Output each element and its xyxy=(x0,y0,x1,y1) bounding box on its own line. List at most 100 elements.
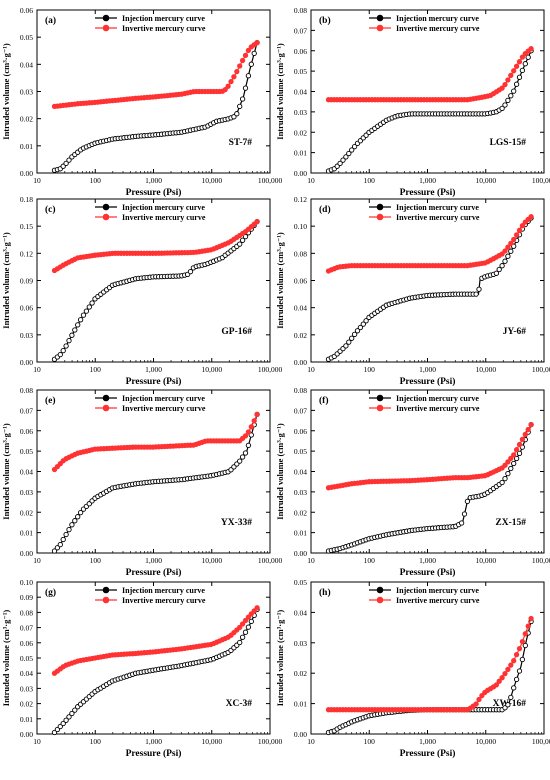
legend-marker xyxy=(376,586,384,594)
invertive-point xyxy=(511,452,517,458)
y-axis-label: Intruded volume (cm³·g⁻¹) xyxy=(275,232,285,329)
series-line xyxy=(328,618,532,711)
x-tick-label: 10,000 xyxy=(201,737,222,746)
injection-point xyxy=(239,454,246,460)
y-tick-label: 0.04 xyxy=(294,88,307,97)
x-tick-label: 10,000 xyxy=(201,176,222,185)
invertive-point xyxy=(516,227,523,233)
invertive-point xyxy=(525,623,531,629)
injection-point xyxy=(349,147,355,153)
y-tick-label: 0.09 xyxy=(20,593,33,602)
invertive-point xyxy=(505,77,511,83)
legend-marker xyxy=(102,596,110,604)
y-tick-label: 0.05 xyxy=(20,33,33,42)
x-tick-label: 100,000 xyxy=(532,556,550,565)
injection-point xyxy=(511,685,517,691)
series-line xyxy=(328,216,532,272)
y-tick-label: 0.03 xyxy=(20,331,33,340)
x-axis-label: Pressure (Psi) xyxy=(400,567,456,578)
x-tick-label: 100 xyxy=(90,365,102,374)
invertive-point xyxy=(242,52,249,59)
invertive-point xyxy=(519,436,526,443)
y-tick-label: 0.03 xyxy=(294,488,307,497)
injection-point xyxy=(343,154,349,160)
y-tick-label: 0.03 xyxy=(20,88,33,97)
panel-label: (d) xyxy=(319,204,331,215)
sample-label: YX-33# xyxy=(221,518,252,528)
injection-point xyxy=(77,317,84,323)
injection-point xyxy=(86,304,92,310)
injection-point xyxy=(476,286,482,292)
legend-entry: Injection mercury curve xyxy=(122,203,205,212)
x-tick-label: 1,000 xyxy=(145,176,162,185)
invertive-point xyxy=(511,658,517,664)
y-tick-label: 0.04 xyxy=(20,669,33,678)
injection-point xyxy=(69,710,75,717)
y-tick-label: 0.10 xyxy=(294,222,307,231)
x-axis-label: Pressure (Psi) xyxy=(400,376,456,387)
invertive-point xyxy=(493,682,500,688)
invertive-point xyxy=(502,248,508,254)
injection-point xyxy=(242,629,249,635)
legend-entry: Invertive mercury curve xyxy=(122,404,206,413)
legend-marker xyxy=(102,203,110,211)
injection-point xyxy=(237,458,243,464)
legend-entry: Injection mercury curve xyxy=(396,14,479,23)
x-tick-label: 1,000 xyxy=(419,556,436,565)
injection-point xyxy=(51,548,58,554)
invertive-point xyxy=(251,608,257,614)
y-tick-label: 0.00 xyxy=(294,358,307,367)
y-axis-label: Intruded volume (cm³·g⁻¹) xyxy=(275,610,285,707)
y-tick-label: 0.05 xyxy=(20,654,33,663)
invertive-point xyxy=(245,429,252,435)
y-tick-label: 0.04 xyxy=(294,468,307,477)
legend-marker xyxy=(376,24,384,32)
injection-point xyxy=(242,85,249,91)
legend-entry: Invertive mercury curve xyxy=(396,596,480,605)
x-tick-label: 100 xyxy=(364,365,376,374)
invertive-point xyxy=(528,615,534,622)
chart-panel-e: 0.00 0.01 0.02 0.03 0.04 0.05 0.06 0.07 0.08 10 10… xyxy=(1,386,282,578)
legend-marker xyxy=(102,213,110,221)
invertive-point xyxy=(516,645,523,652)
invertive-point xyxy=(502,462,508,468)
invertive-point xyxy=(242,617,249,624)
injection-point xyxy=(343,343,349,349)
legend-marker xyxy=(376,596,384,604)
invertive-point xyxy=(245,614,252,620)
injection-point xyxy=(89,300,95,306)
y-tick-label: 0.01 xyxy=(294,149,307,158)
y-tick-label: 0.06 xyxy=(20,304,33,313)
x-tick-label: 100,000 xyxy=(258,176,283,185)
y-axis-label: Intruded volume (cm³·g⁻¹) xyxy=(1,232,11,329)
y-tick-label: 0.00 xyxy=(20,730,33,739)
y-axis-label: Intruded volume (cm³·g⁻¹) xyxy=(1,43,11,140)
injection-point xyxy=(239,96,246,102)
invertive-point xyxy=(225,83,231,89)
y-tick-label: 0.00 xyxy=(20,549,33,558)
invertive-point xyxy=(251,418,257,424)
injection-point xyxy=(242,233,249,240)
y-tick-label: 0.01 xyxy=(20,529,33,538)
invertive-point xyxy=(505,666,511,673)
injection-point xyxy=(337,160,343,167)
invertive-point xyxy=(499,675,505,681)
x-tick-label: 100,000 xyxy=(532,176,550,185)
x-tick-label: 100 xyxy=(364,737,376,746)
injection-point xyxy=(354,328,361,334)
invertive-point xyxy=(508,662,514,668)
x-tick-label: 10,000 xyxy=(475,176,496,185)
injection-point xyxy=(72,707,78,713)
x-tick-label: 100,000 xyxy=(532,365,550,374)
x-tick-label: 10 xyxy=(307,176,315,185)
invertive-point xyxy=(519,223,526,229)
y-tick-label: 0.06 xyxy=(20,639,33,648)
y-tick-label: 0.08 xyxy=(294,6,307,15)
panel-label: (a) xyxy=(45,15,56,26)
injection-point xyxy=(516,668,523,674)
invertive-point xyxy=(519,54,526,60)
legend-marker xyxy=(376,203,384,211)
injection-point xyxy=(351,331,358,338)
invertive-point xyxy=(473,701,479,707)
legend-marker xyxy=(102,14,110,22)
